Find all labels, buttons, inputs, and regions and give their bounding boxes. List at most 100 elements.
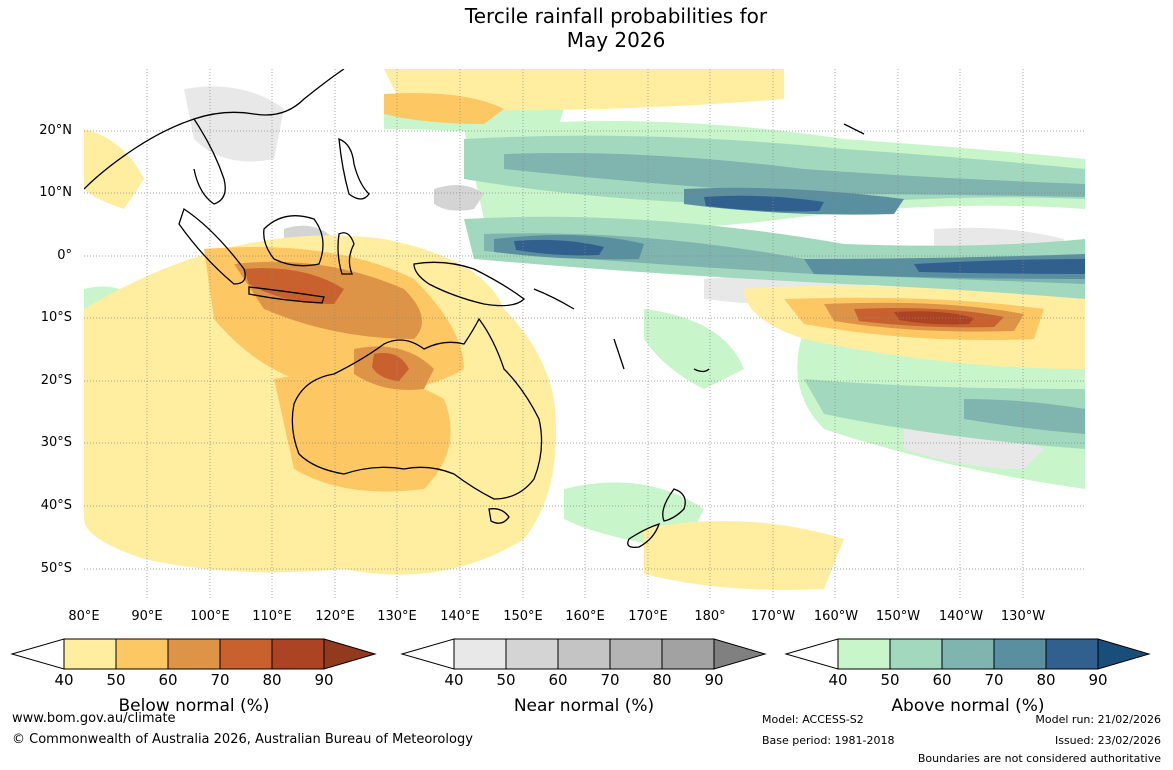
title-line-1: Tercile rainfall probabilities for [464, 4, 768, 28]
below-tick-80: 80 [262, 671, 282, 689]
above-tick-90: 90 [1088, 671, 1108, 689]
above-tick-60: 60 [932, 671, 952, 689]
below-tick-60: 60 [158, 671, 178, 689]
below-normal-patches [84, 69, 1085, 590]
below-swatch-0 [63, 638, 117, 670]
lon-label-80e: 80°E [68, 609, 100, 624]
bom-url-link[interactable]: www.bom.gov.au/climate [12, 711, 176, 726]
lat-label-10n: 10°N [39, 185, 72, 200]
model-run-text: Model run: 21/02/2026 [1035, 713, 1161, 726]
solomon-islands-coast [533, 288, 575, 310]
issued-text: Issued: 23/02/2026 [1054, 734, 1161, 747]
lon-label-120e: 120°E [315, 609, 355, 624]
above-normal-colorbar-svg [784, 638, 1151, 670]
near-swatch-5 [713, 638, 767, 670]
above-swatch-5 [1097, 638, 1151, 670]
indochina-coast [193, 118, 226, 205]
above-normal-colorbar [784, 638, 1151, 670]
graticule [84, 69, 1085, 600]
sumatra-coast [178, 207, 246, 285]
lat-label-20n: 20°N [39, 123, 72, 138]
lon-label-140w: 140°W [938, 609, 984, 624]
lat-label-0: 0° [57, 248, 72, 263]
below-swatch-3 [219, 638, 273, 670]
asia-mainland-coast [84, 69, 345, 190]
lon-label-100e: 100°E [190, 609, 230, 624]
near-swatch-1 [505, 638, 559, 670]
above-swatch-4 [1045, 638, 1099, 670]
above-tick-80: 80 [1036, 671, 1056, 689]
tasmania-coast [488, 508, 510, 524]
lon-label-170w: 170°W [750, 609, 796, 624]
lon-label-170e: 170°E [628, 609, 668, 624]
hawaii-coast [843, 123, 865, 135]
map-svg [84, 69, 1085, 600]
lat-label-50s: 50°S [40, 561, 72, 576]
below-swatch-1 [115, 638, 169, 670]
lon-label-110e: 110°E [252, 609, 292, 624]
near-swatch-4 [661, 638, 715, 670]
disclaimer-text: Boundaries are not considered authoritat… [917, 752, 1161, 765]
lon-label-130e: 130°E [377, 609, 417, 624]
java-coast [248, 286, 325, 304]
above-normal-bands [464, 135, 1085, 449]
model-text: Model: ACCESS-S2 [762, 713, 864, 726]
new-guinea-coast [413, 261, 525, 307]
new-zealand-coast [627, 488, 686, 548]
vanuatu-coast [613, 338, 625, 370]
below-swatch-5 [323, 638, 377, 670]
below-normal-label: Below normal (%) [118, 696, 270, 716]
lon-label-130w: 130°W [1000, 609, 1046, 624]
lon-label-90e: 90°E [131, 609, 163, 624]
australia-coast [291, 317, 543, 500]
lat-label-30s: 30°S [40, 435, 72, 450]
near-tick-40: 40 [444, 671, 464, 689]
near-normal-label: Near normal (%) [513, 696, 655, 716]
near-tick-80: 80 [652, 671, 672, 689]
near-swatch-0 [453, 638, 507, 670]
lat-label-20s: 20°S [40, 373, 72, 388]
above-swatch-0 [837, 638, 891, 670]
near-tick-60: 60 [548, 671, 568, 689]
above-tick-50: 50 [880, 671, 900, 689]
below-normal-colorbar-svg [10, 638, 377, 670]
above-swatch-3 [993, 638, 1047, 670]
lon-label-150w: 150°W [875, 609, 921, 624]
above-tick-40: 40 [828, 671, 848, 689]
near-normal-colorbar [400, 638, 767, 670]
title-line-2: May 2026 [566, 28, 666, 52]
near-swatch-2 [557, 638, 611, 670]
near-tick-70: 70 [600, 671, 620, 689]
lat-label-40s: 40°S [40, 498, 72, 513]
lon-label-150e: 150°E [503, 609, 543, 624]
above-tick-70: 70 [984, 671, 1004, 689]
sulawesi-coast [337, 232, 355, 275]
lat-label-10s: 10°S [40, 310, 72, 325]
base-period-text: Base period: 1981-2018 [762, 734, 895, 747]
lon-label-140e: 140°E [440, 609, 480, 624]
below-tick-50: 50 [106, 671, 126, 689]
philippines-coast [338, 138, 370, 200]
lon-label-180: 180° [694, 609, 726, 624]
map-title: Tercile rainfall probabilities for May 2… [0, 4, 1173, 52]
lon-label-160e: 160°E [565, 609, 605, 624]
near-tick-50: 50 [496, 671, 516, 689]
below-tick-40: 40 [54, 671, 74, 689]
near-swatch-3 [609, 638, 663, 670]
fiji-coast [693, 368, 710, 373]
above-normal-label: Above normal (%) [891, 696, 1045, 716]
copyright-text: © Commonwealth of Australia 2026, Austra… [12, 732, 473, 747]
above-swatch-2 [941, 638, 995, 670]
below-swatch-4 [271, 638, 325, 670]
below-tick-90: 90 [314, 671, 334, 689]
probability-map[interactable] [84, 69, 1085, 600]
below-normal-colorbar [10, 638, 377, 670]
near-normal-colorbar-svg [400, 638, 767, 670]
lon-label-160w: 160°W [813, 609, 859, 624]
below-tick-70: 70 [210, 671, 230, 689]
near-tick-90: 90 [704, 671, 724, 689]
below-swatch-2 [167, 638, 221, 670]
borneo-coast [263, 215, 324, 267]
coastlines [84, 69, 865, 548]
above-swatch-1 [889, 638, 943, 670]
